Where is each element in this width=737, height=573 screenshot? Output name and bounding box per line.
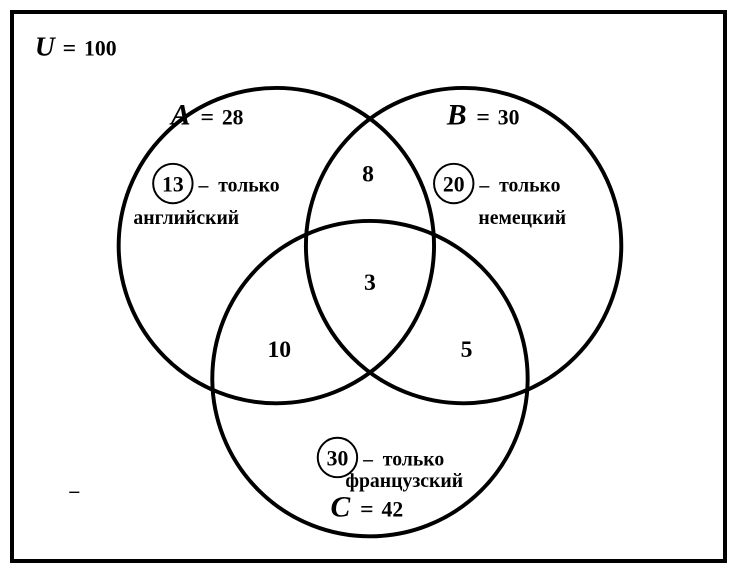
b-only-lang: немецкий (478, 207, 566, 229)
stray-dash: – (68, 480, 79, 502)
c-only-word: только (383, 448, 445, 470)
c-only-lang: французский (345, 470, 463, 492)
venn-frame: U = 100 A = 28 B = 30 C = 42 13 – тол (10, 10, 727, 563)
c-only-dash: – (362, 448, 373, 470)
b-only-word: только (499, 174, 561, 196)
region-ab-value: 8 (362, 162, 374, 188)
a-only-word: только (218, 174, 280, 196)
region-ac-value: 10 (267, 337, 291, 363)
b-only-dash: – (478, 174, 489, 196)
region-b-only-value: 20 (443, 172, 465, 196)
venn-svg: U = 100 A = 28 B = 30 C = 42 13 – тол (14, 14, 723, 559)
set-c-label: C = 42 (331, 492, 404, 524)
region-abc-value: 3 (364, 270, 376, 296)
a-only-dash: – (197, 174, 208, 196)
region-a-only-value: 13 (162, 172, 184, 196)
set-a-label: A = 28 (169, 99, 244, 131)
set-b-label: B = 30 (446, 99, 520, 131)
region-bc-value: 5 (461, 337, 473, 363)
a-only-lang: английский (133, 207, 239, 229)
region-c-only-value: 30 (327, 446, 349, 470)
universe-label: U = 100 (35, 30, 117, 61)
